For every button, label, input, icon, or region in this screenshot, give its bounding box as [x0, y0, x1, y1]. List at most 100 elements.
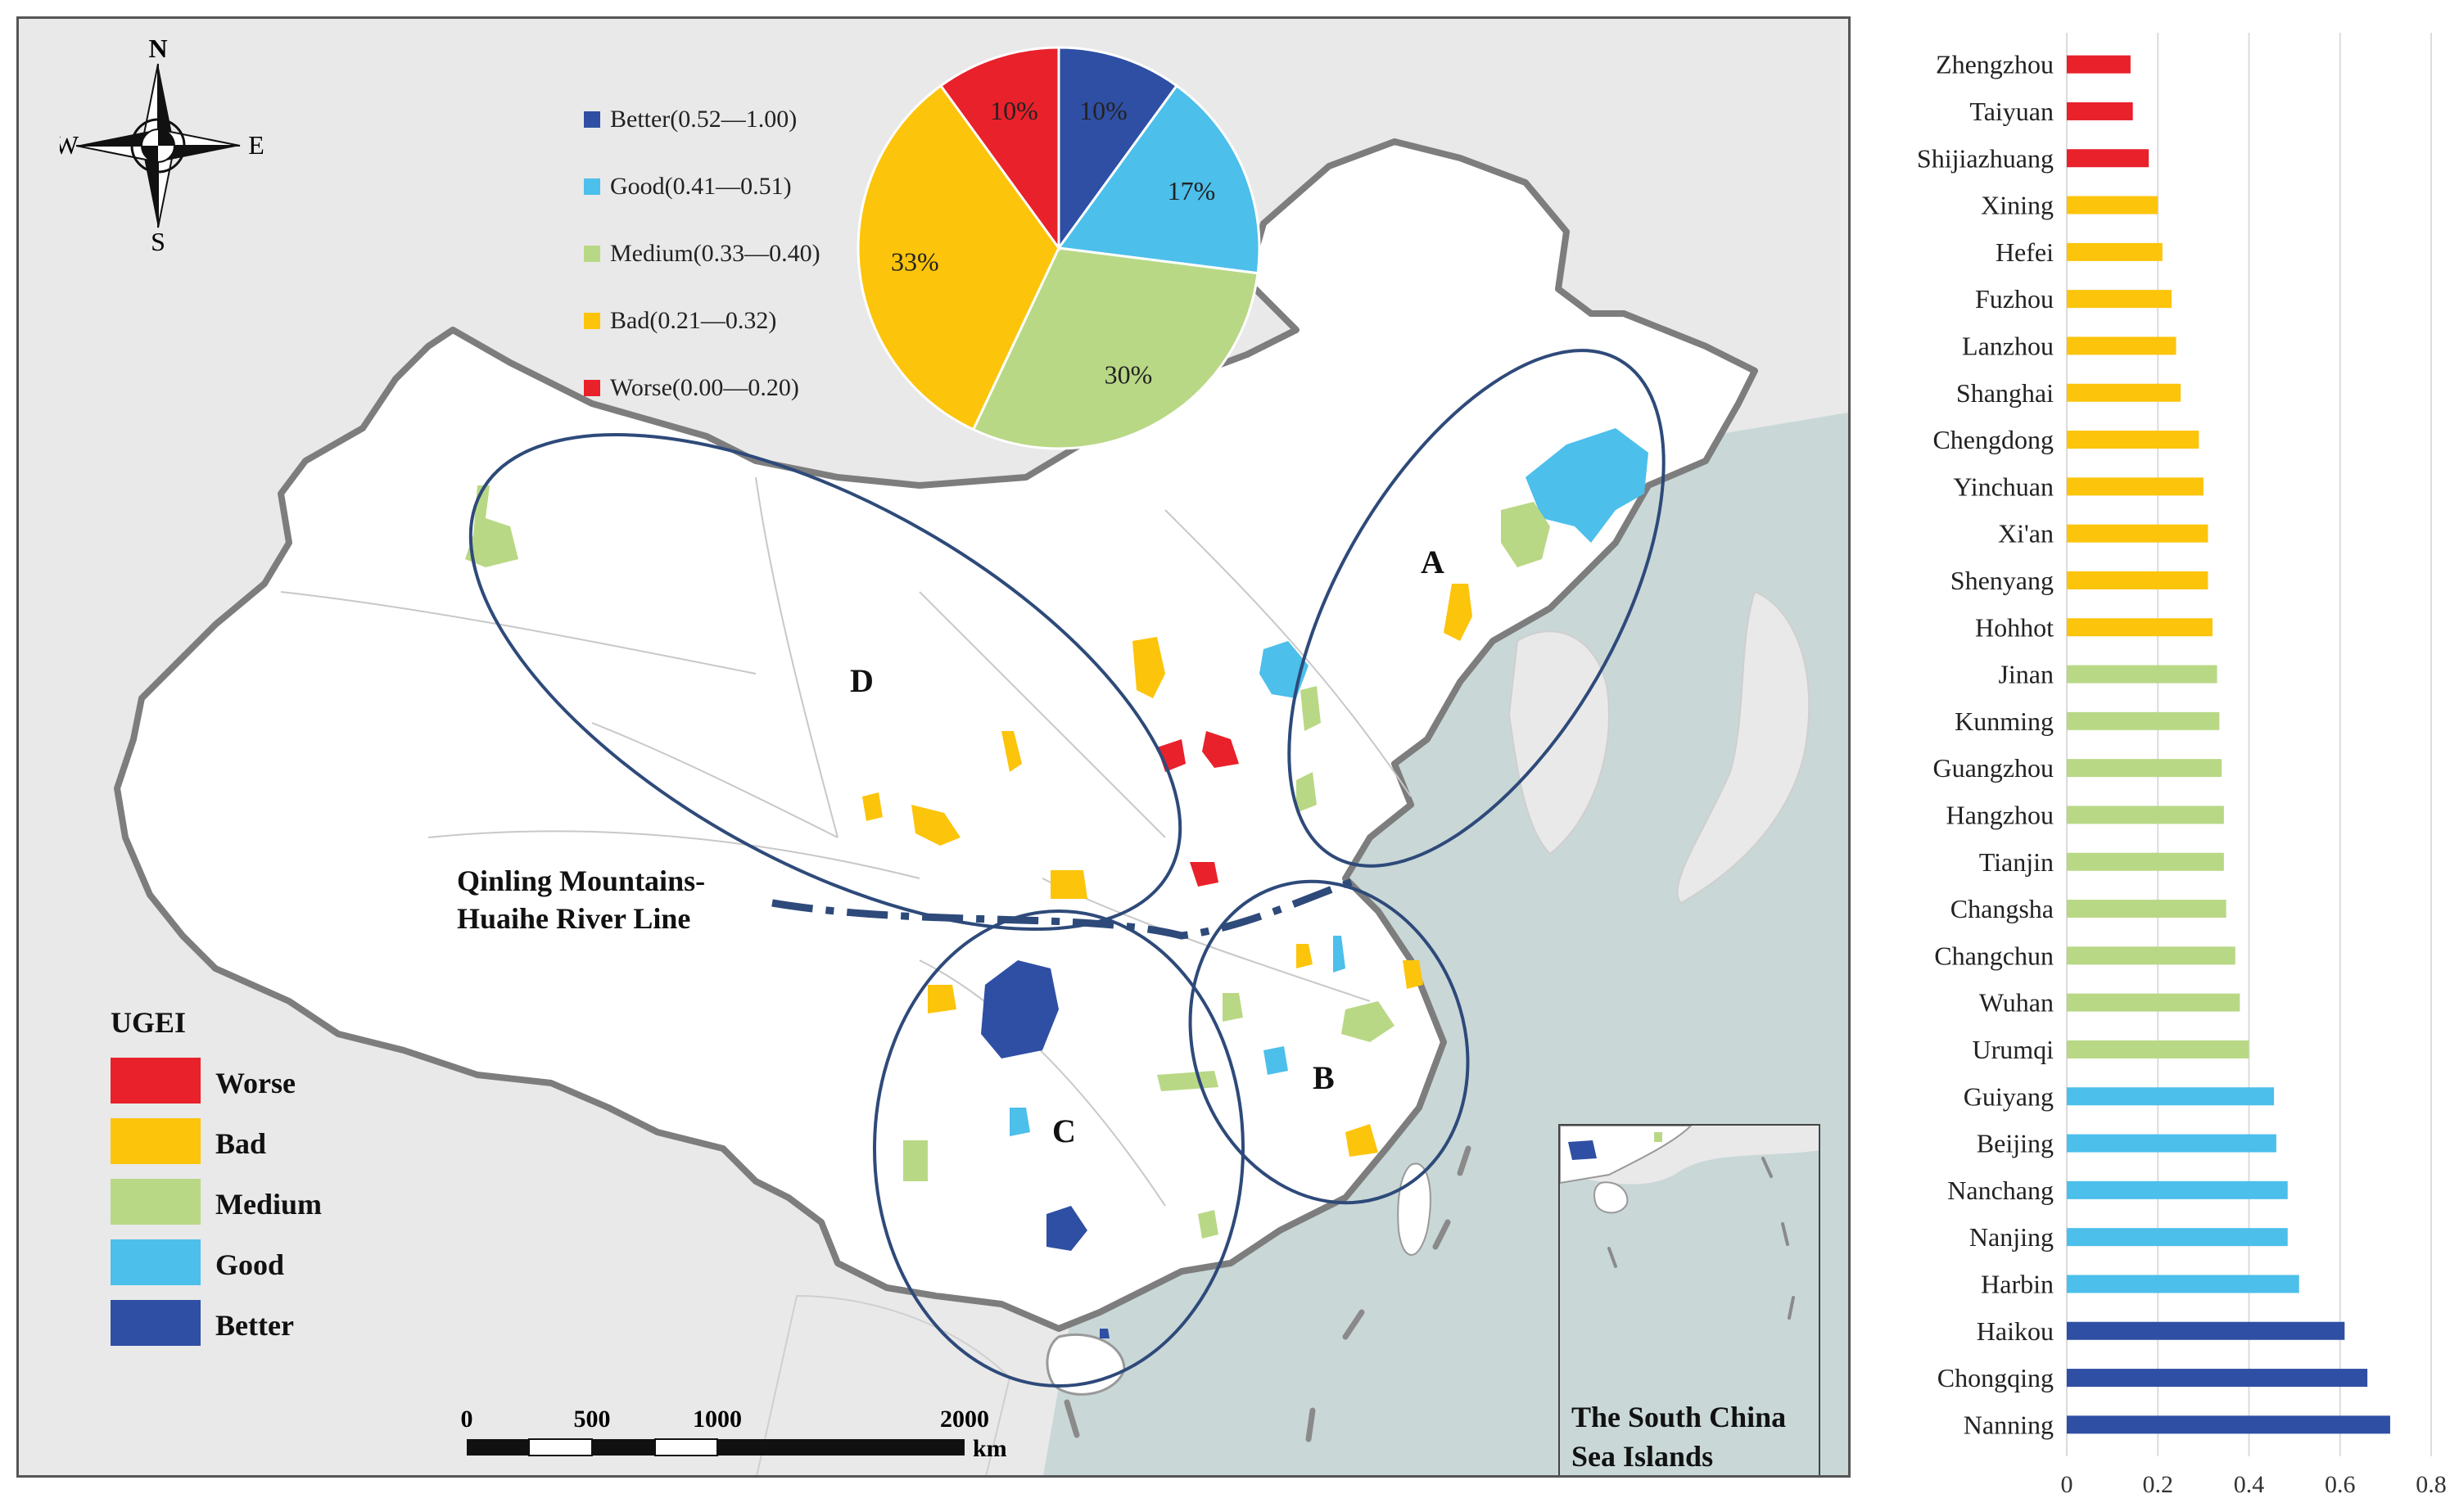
inset-title-line1: The South China	[1571, 1401, 1787, 1433]
nine-dash-line	[1064, 1145, 1471, 1442]
pie-label-good: 17%	[1168, 176, 1216, 205]
bar-x-tick: 0	[2061, 1471, 2073, 1498]
city-guiyang	[1010, 1108, 1030, 1136]
region-label-a: A	[1421, 544, 1444, 580]
pie-legend-good: Good(0.41—0.51)	[584, 173, 792, 201]
bar-category-label: Tianjin	[1979, 847, 2054, 877]
pie-chart: 10% 17% 30% 33% 10%	[857, 46, 1261, 450]
bar-x-tick: 0.2	[2143, 1471, 2174, 1498]
legend-swatch	[584, 380, 600, 396]
bar-chengdong	[2067, 431, 2199, 449]
city-haikou	[1100, 1329, 1110, 1338]
ugei-legend: UGEI Worse Bad Medium Good Better	[111, 1005, 322, 1361]
bar-nanning	[2067, 1415, 2390, 1434]
bar-category-label: Nanning	[1964, 1410, 2054, 1439]
legend-swatch	[584, 111, 600, 128]
bar-chongqing	[2067, 1369, 2368, 1388]
compass-east: E	[248, 130, 264, 160]
compass-north: N	[148, 39, 167, 63]
bar-category-label: Yinchuan	[1953, 472, 2054, 501]
city-chengdu	[928, 985, 956, 1013]
ugei-legend-label: Bad	[215, 1127, 267, 1160]
inset-title: The South China Sea Islands	[1571, 1397, 1787, 1475]
bar-chart-ticks: 0 0.2 0.4 0.6 0.8	[2061, 1471, 2447, 1498]
bar-harbin	[2067, 1275, 2299, 1293]
south-china-sea-inset: The South China Sea Islands	[1558, 1124, 1820, 1475]
bar-hefei	[2067, 242, 2163, 261]
bar-category-label: Changsha	[1950, 894, 2054, 923]
region-label-c: C	[1052, 1113, 1076, 1149]
city-hangzhou	[1341, 1001, 1394, 1042]
bar-shanghai	[2067, 383, 2181, 402]
compass-west: W	[60, 130, 79, 160]
ellipse-region-b	[1188, 879, 1470, 1205]
bar-taiyuan	[2067, 102, 2133, 120]
city-urumqi	[465, 485, 518, 567]
city-harbin	[1526, 428, 1648, 543]
ugei-legend-label: Better	[215, 1309, 294, 1342]
inset-title-line2: Sea Islands	[1571, 1440, 1714, 1473]
pie-slice-bad	[857, 83, 1060, 431]
compass-south: S	[151, 227, 165, 252]
bar-yinchuan	[2067, 477, 2204, 496]
scale-unit: km	[973, 1435, 1007, 1462]
pie-legend-bad: Bad(0.21—0.32)	[584, 307, 776, 335]
bar-shenyang	[2067, 571, 2208, 589]
ugei-legend-bad: Bad	[111, 1118, 266, 1179]
ellipse-region-d	[468, 433, 1182, 931]
bar-category-label: Nanjing	[1969, 1222, 2054, 1252]
compass-rose: N S W E	[54, 34, 273, 256]
ugei-legend-medium: Medium	[111, 1179, 322, 1239]
city-fuzhou	[1345, 1124, 1378, 1157]
bar-category-label: Jinan	[1998, 660, 2054, 689]
bar-fuzhou	[2067, 290, 2172, 309]
qinling-label-line2: Huaihe River Line	[457, 902, 691, 935]
pie-label-better: 10%	[1079, 96, 1128, 125]
bar-category-label: Lanzhou	[1962, 331, 2054, 360]
city-changsha	[1157, 1071, 1218, 1091]
pie-legend-label: Better(0.52—1.00)	[610, 106, 798, 133]
ugei-legend-better: Better	[111, 1300, 294, 1361]
bar-urumqi	[2067, 1040, 2249, 1058]
scale-tick-500: 500	[574, 1406, 611, 1433]
city-zhengzhou	[1190, 862, 1218, 887]
pie-legend-medium: Medium(0.33—0.40)	[584, 240, 820, 268]
bar-category-label: Zhengzhou	[1936, 50, 2054, 79]
city-hohhot	[1132, 637, 1165, 698]
bar-xian	[2067, 524, 2208, 543]
bar-category-label: Wuhan	[1979, 988, 2054, 1018]
bar-category-label: Chongqing	[1937, 1363, 2054, 1392]
ellipse-region-a	[1287, 349, 1666, 868]
ugei-legend-good: Good	[111, 1239, 284, 1300]
ugei-legend-title: UGEI	[111, 1006, 187, 1039]
pie-label-medium: 30%	[1105, 360, 1153, 390]
ugei-legend-worse: Worse	[111, 1058, 296, 1118]
ugei-legend-label: Medium	[215, 1188, 322, 1221]
bar-category-label: Fuzhou	[1975, 284, 2054, 314]
scale-tick-1000: 1000	[693, 1406, 742, 1433]
scale-bar: 0 500 1000 2000 km	[449, 1402, 1038, 1475]
pie-label-bad: 33%	[891, 247, 939, 277]
city-nanjing	[1333, 936, 1345, 973]
bar-chart-grid	[2066, 33, 2432, 1456]
bar-guangzhou	[2067, 759, 2222, 778]
bar-changchun	[2067, 946, 2235, 965]
ugei-bar-chart: Zhengzhou Taiyuan Shijiazhuang Xining Hefei F…	[1917, 33, 2447, 1498]
city-xining	[862, 792, 883, 821]
qinling-huaihe-line	[771, 874, 1363, 940]
bar-category-label: Xining	[1981, 191, 2054, 220]
bar-changsha	[2067, 900, 2226, 918]
bar-jinan	[2067, 665, 2217, 684]
bar-nanchang	[2067, 1180, 2288, 1199]
pie-slice-worse	[938, 46, 1060, 252]
bar-shijiazhuang	[2067, 149, 2149, 168]
bar-category-label: Shijiazhuang	[1917, 143, 2054, 173]
city-polygons	[465, 428, 1648, 1338]
bar-category-label: Shenyang	[1950, 566, 2054, 595]
city-yinchuan	[1001, 731, 1022, 772]
legend-swatch	[584, 246, 600, 262]
scale-bar-graphic: 0 500 1000 2000 km	[461, 1406, 1007, 1462]
bar-category-label: Haikou	[1977, 1316, 2054, 1346]
bar-guiyang	[2067, 1087, 2275, 1106]
inset-map	[1560, 1126, 1819, 1320]
